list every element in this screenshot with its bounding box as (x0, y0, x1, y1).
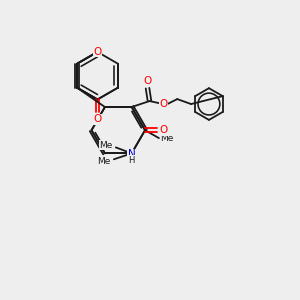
Text: O: O (93, 47, 102, 57)
Text: Me: Me (160, 134, 173, 142)
Text: O: O (93, 114, 102, 124)
Text: O: O (159, 99, 167, 109)
Text: O: O (160, 125, 168, 135)
Text: Me: Me (99, 141, 112, 150)
Text: N: N (128, 149, 136, 159)
Text: H: H (128, 156, 135, 165)
Text: O: O (143, 76, 152, 86)
Text: Me: Me (97, 157, 111, 166)
